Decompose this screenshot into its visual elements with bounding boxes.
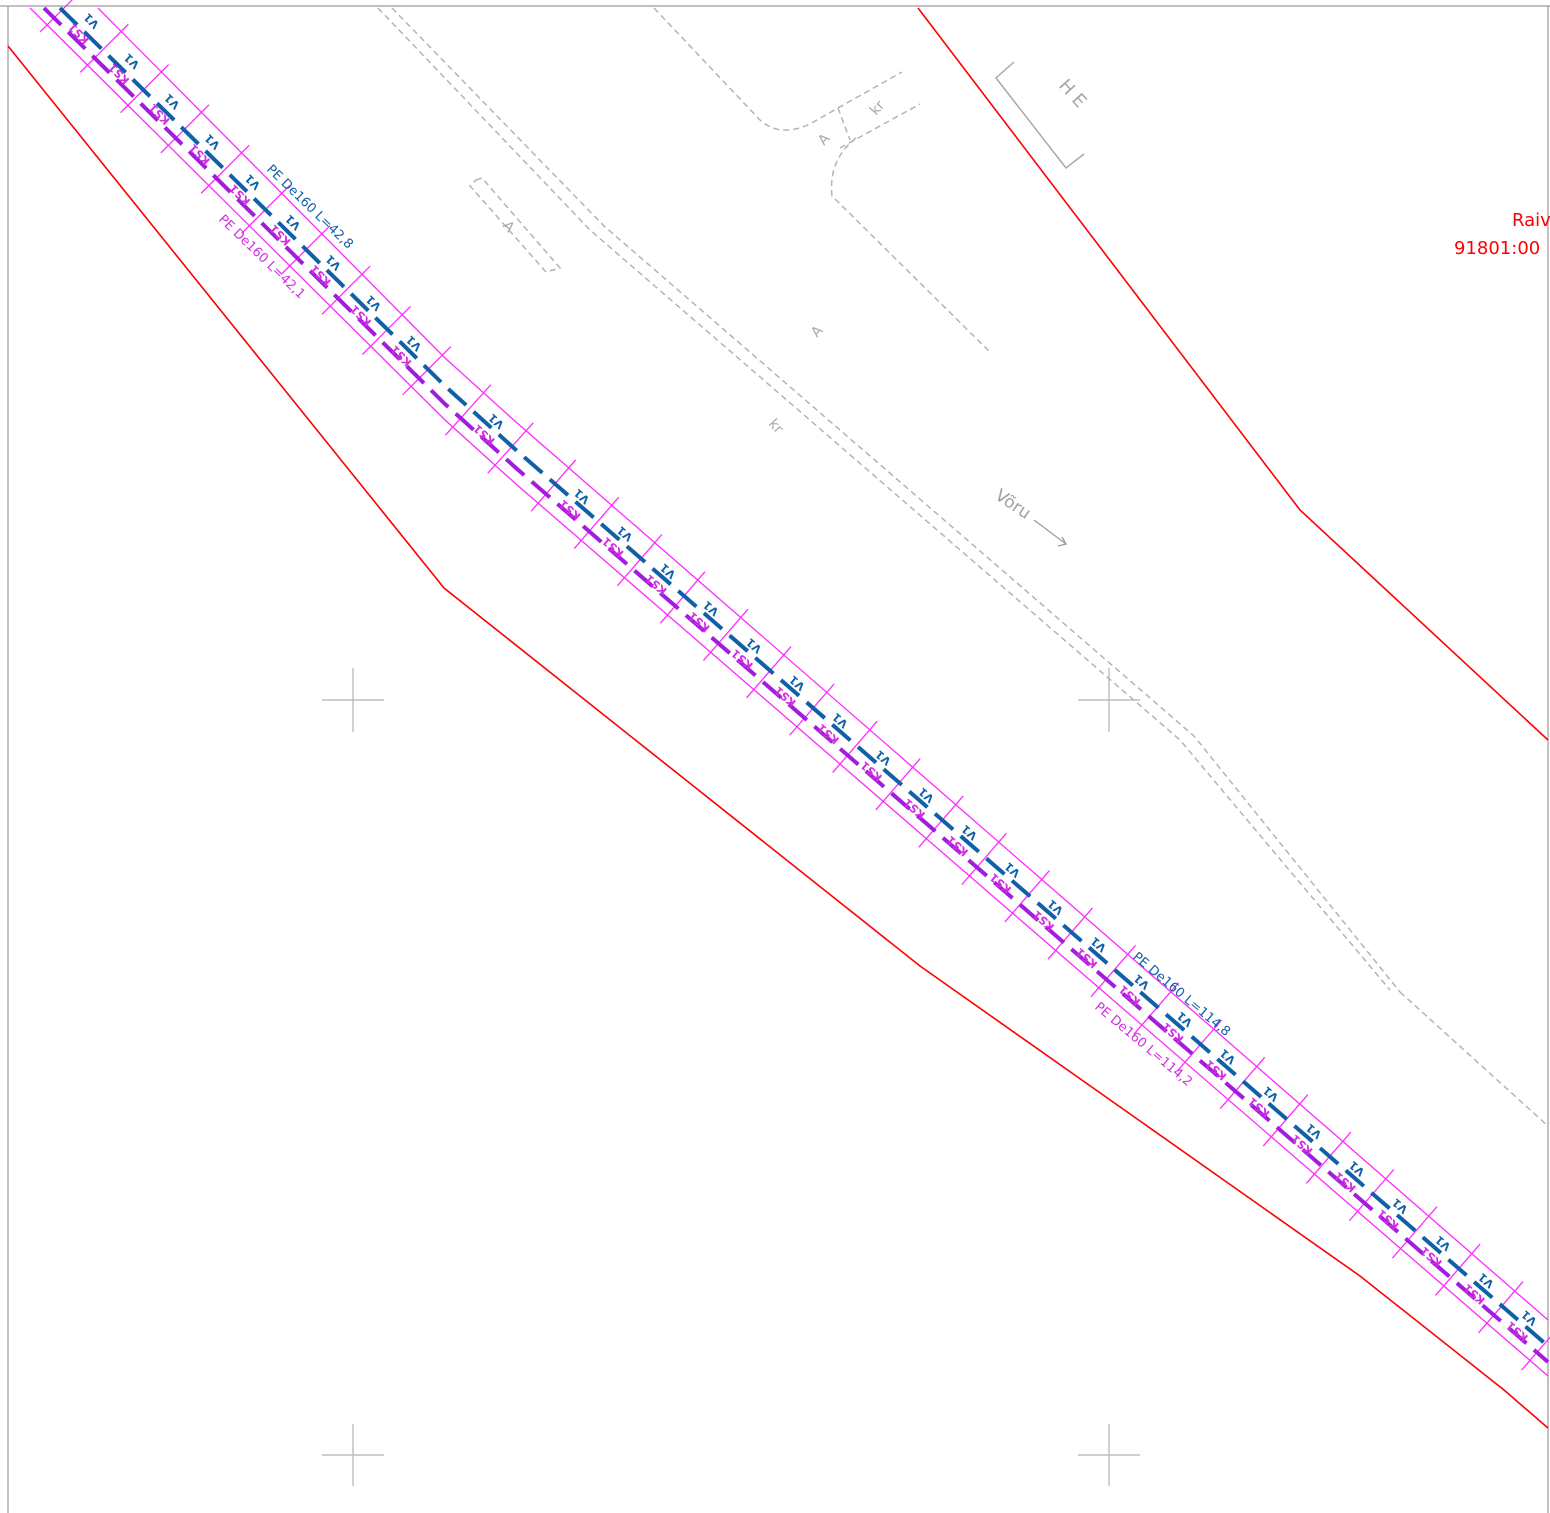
- water-pipe-code: V1: [1390, 1196, 1411, 1216]
- corridor-tick: [1090, 944, 1137, 998]
- pipe-corridor: [29, 0, 1550, 1377]
- parcel-name: Raiv: [1512, 210, 1550, 231]
- road-label-a: A: [815, 131, 834, 149]
- sheet-frame: [0, 5, 1550, 1513]
- pipe-code-labels: V1KS1V1KS1V1KS1V1KS1V1KS1V1KS1V1KS1V1KS1…: [66, 10, 1540, 1344]
- grid-crosses: [322, 668, 1140, 1486]
- corridor-tick: [321, 265, 371, 315]
- arrow-head-icon: [1057, 536, 1068, 547]
- corridor-tick: [573, 496, 620, 549]
- road-name-label: Võru: [991, 486, 1034, 524]
- road-label-a: A: [499, 218, 518, 236]
- road-label-kr: kr: [867, 97, 888, 118]
- corridor-tick: [1391, 1206, 1438, 1259]
- road-label-kr: kr: [765, 416, 786, 437]
- water-pipe-code: V1: [744, 635, 765, 655]
- grid-cross: [322, 1424, 384, 1486]
- corridor-tick: [659, 571, 706, 624]
- corridor-tick: [746, 646, 792, 699]
- sewer-pipe-line: [42, 6, 1550, 1364]
- corridor-tick: [79, 23, 129, 73]
- water-pipe-code: V1: [323, 252, 344, 273]
- road-label-a: A: [808, 323, 827, 341]
- water-pipe-code: V1: [873, 747, 894, 767]
- road-edges: [377, 7, 1549, 1127]
- corridor-tick: [702, 608, 749, 661]
- parcel-label: Raiv 91801:00: [1454, 210, 1550, 259]
- parcel-code: 91801:00: [1454, 238, 1540, 259]
- corridor-tick: [39, 0, 73, 33]
- corridor-tick: [1521, 1336, 1550, 1371]
- corridor-tick: [487, 422, 534, 474]
- corridor-tick: [200, 144, 250, 194]
- direction-arrow: [1033, 519, 1067, 545]
- water-pipe-code: V1: [1261, 1084, 1282, 1104]
- water-pipe-code: V1: [81, 10, 102, 31]
- corridor-tick: [616, 534, 663, 587]
- road-label-he: H E: [1054, 75, 1090, 112]
- grid-cross: [1078, 1424, 1140, 1486]
- grid-cross: [322, 668, 384, 732]
- grid-cross: [1078, 668, 1140, 732]
- water-pipe-code: V1: [122, 51, 143, 72]
- utility-pipes: V1KS1V1KS1V1KS1V1KS1V1KS1V1KS1V1KS1V1KS1…: [42, 6, 1550, 1364]
- property-boundaries: [7, 7, 1549, 1429]
- corridor-tick: [530, 459, 577, 512]
- corridor-tick: [444, 384, 492, 436]
- corridor-tick: [789, 683, 835, 736]
- corridor-tick: [961, 832, 1007, 886]
- road-direction: Võru: [991, 486, 1068, 547]
- water-pipe-code: V1: [1002, 859, 1023, 879]
- building-outline: [994, 61, 1085, 170]
- corridor-tick: [832, 720, 878, 774]
- water-pipe-code: V1: [202, 131, 223, 152]
- water-pipe-line: [58, 6, 1550, 1348]
